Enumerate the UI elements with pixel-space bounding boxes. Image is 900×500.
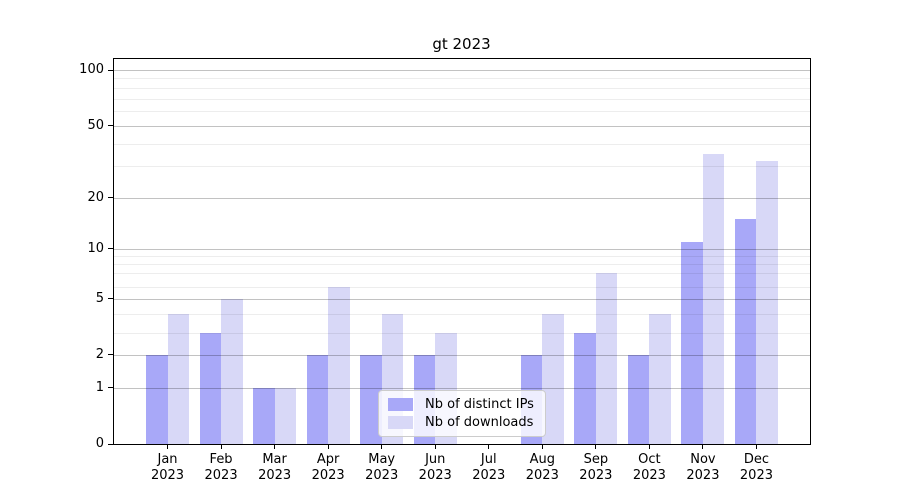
x-tick-label-line: Jan: [157, 452, 178, 467]
x-tick-label-line: 2023: [311, 468, 345, 483]
x-tick-label-line: 2023: [739, 468, 773, 483]
legend-label-downloads: Nb of downloads: [425, 415, 534, 430]
bar-downloads-jan: [167, 314, 190, 444]
y-tick-label-1: 1: [95, 379, 104, 395]
x-tick-label-mar: Mar 2023: [247, 452, 303, 484]
x-tick-label-may: May 2023: [354, 452, 410, 484]
x-tick-label-line: Nov: [690, 452, 716, 467]
y-tick-label-20: 20: [87, 189, 104, 205]
x-tick-label-line: Jul: [480, 452, 497, 467]
x-tick-label-line: 2023: [632, 468, 666, 483]
x-tickmark-mar: [274, 444, 276, 449]
bar-distinct-ips-may: [360, 355, 382, 444]
y-tickmark-0: [108, 443, 113, 445]
x-tickmark-nov: [702, 444, 704, 449]
x-tick-label-line: 2023: [258, 468, 292, 483]
plot-area: Nb of distinct IPs Nb of downloads: [113, 58, 811, 445]
x-tick-label-line: Mar: [262, 452, 287, 467]
bar-downloads-nov: [702, 154, 725, 444]
y-tick-label-0: 0: [95, 436, 104, 451]
legend-item-distinct-ips: Nb of distinct IPs: [388, 396, 536, 413]
bar-downloads-feb: [221, 298, 243, 444]
y-tick-label-5: 5: [95, 290, 104, 306]
bar-downloads-aug: [542, 314, 564, 444]
y-tick-label-100: 100: [79, 62, 104, 77]
y-tickmark-2: [108, 354, 113, 356]
y-tick-label-2: 2: [95, 346, 104, 362]
legend: Nb of distinct IPs Nb of downloads: [378, 390, 546, 437]
x-tickmark-aug: [541, 444, 543, 449]
x-tick-label-line: 2023: [365, 468, 399, 483]
y-tickmark-5: [108, 298, 113, 299]
x-tick-label-line: Aug: [529, 452, 555, 467]
y-tickmark-50: [108, 125, 113, 127]
x-tick-label-line: 2023: [150, 468, 185, 483]
x-tick-label-line: Feb: [209, 452, 233, 467]
bars-layer: [114, 59, 810, 444]
x-tick-label-aug: Aug 2023: [514, 452, 570, 484]
y-tickmark-1: [108, 387, 113, 389]
legend-swatch-distinct-ips: [388, 398, 413, 411]
x-tick-label-jan: Jan 2023: [140, 452, 196, 484]
bar-distinct-ips-jan: [146, 355, 168, 444]
y-tick-label-10: 10: [87, 240, 104, 256]
x-tickmark-apr: [327, 444, 329, 449]
bar-distinct-ips-feb: [199, 333, 222, 444]
y-tick-label-50: 50: [87, 117, 104, 133]
x-tick-label-line: 2023: [579, 468, 613, 483]
bar-downloads-apr: [328, 286, 350, 444]
x-tickmark-feb: [220, 444, 222, 449]
legend-swatch-downloads: [388, 416, 413, 429]
x-tick-label-line: 2023: [686, 468, 720, 483]
bar-downloads-mar: [274, 387, 297, 444]
bar-distinct-ips-apr: [306, 355, 329, 444]
bar-distinct-ips-mar: [253, 387, 275, 444]
x-tickmark-jul: [488, 444, 490, 449]
x-tickmark-dec: [755, 444, 757, 449]
bar-distinct-ips-nov: [681, 241, 703, 444]
bar-distinct-ips-sep: [574, 333, 596, 444]
x-tick-label-line: Dec: [743, 452, 770, 467]
x-tick-label-apr: Apr 2023: [300, 452, 356, 484]
bar-distinct-ips-dec: [734, 219, 757, 444]
x-tick-label-line: 2023: [418, 468, 452, 483]
x-tick-label-line: Jun: [425, 452, 446, 467]
bar-downloads-sep: [595, 273, 618, 444]
x-tick-label-jul: Jul 2023: [461, 452, 517, 484]
y-tickmark-20: [108, 197, 113, 199]
x-tick-label-line: May: [368, 452, 396, 467]
x-tick-label-line: Sep: [583, 452, 609, 467]
x-tickmark-jun: [434, 444, 436, 449]
legend-label-distinct-ips: Nb of distinct IPs: [425, 397, 534, 412]
x-tickmark-jan: [167, 444, 169, 449]
x-tick-label-line: Apr: [316, 452, 340, 467]
x-tick-label-line: Oct: [638, 452, 661, 467]
bar-downloads-dec: [756, 161, 778, 444]
y-tickmark-100: [108, 69, 113, 71]
x-tick-label-oct: Oct 2023: [621, 452, 677, 484]
bar-distinct-ips-oct: [627, 355, 650, 444]
x-tick-label-dec: Dec 2023: [728, 452, 784, 484]
x-tick-label-line: 2023: [525, 468, 559, 483]
y-tickmark-10: [108, 248, 113, 250]
x-tickmark-oct: [648, 444, 650, 449]
x-tick-label-feb: Feb 2023: [193, 452, 249, 484]
x-tick-label-sep: Sep 2023: [568, 452, 624, 484]
legend-item-downloads: Nb of downloads: [388, 414, 536, 431]
chart-title: gt 2023: [432, 35, 491, 53]
x-tickmark-sep: [595, 444, 597, 449]
x-tick-label-jun: Jun 2023: [407, 452, 463, 484]
bar-downloads-oct: [649, 314, 671, 444]
x-tick-label-nov: Nov 2023: [675, 452, 731, 484]
x-tick-label-line: 2023: [204, 468, 238, 483]
x-tick-label-line: 2023: [472, 468, 506, 483]
x-tickmark-may: [381, 444, 383, 449]
